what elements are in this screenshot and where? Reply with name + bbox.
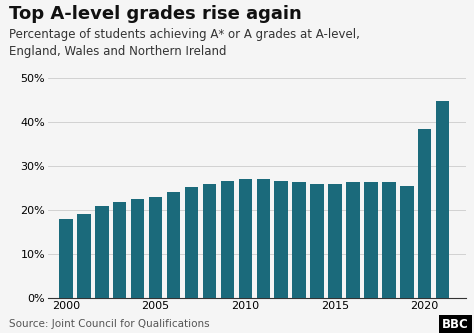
- Bar: [238, 179, 252, 298]
- Bar: [310, 183, 324, 298]
- Bar: [77, 214, 91, 298]
- Bar: [167, 192, 180, 298]
- Bar: [256, 179, 270, 298]
- Bar: [185, 187, 198, 298]
- Bar: [346, 182, 360, 298]
- Bar: [221, 180, 234, 298]
- Bar: [418, 129, 431, 298]
- Bar: [274, 181, 288, 298]
- Bar: [400, 186, 413, 298]
- Bar: [59, 219, 73, 298]
- Text: Source: Joint Council for Qualifications: Source: Joint Council for Qualifications: [9, 319, 210, 329]
- Bar: [292, 182, 306, 298]
- Bar: [328, 184, 342, 298]
- Bar: [131, 199, 145, 298]
- Bar: [364, 182, 378, 298]
- Bar: [95, 205, 109, 298]
- Bar: [113, 202, 127, 298]
- Bar: [203, 184, 216, 298]
- Text: Percentage of students achieving A* or A grades at A-level,
England, Wales and N: Percentage of students achieving A* or A…: [9, 28, 360, 58]
- Bar: [149, 197, 163, 298]
- Bar: [436, 101, 449, 298]
- Text: Top A-level grades rise again: Top A-level grades rise again: [9, 5, 302, 23]
- Bar: [382, 182, 396, 298]
- Text: BBC: BBC: [442, 318, 469, 331]
